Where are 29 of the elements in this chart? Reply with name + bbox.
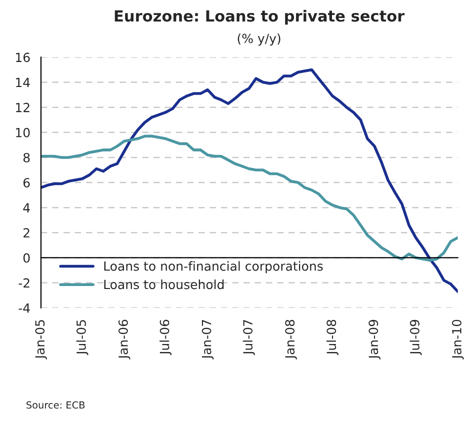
y-tick-label: 6	[23, 178, 30, 188]
legend-label: Loans to non-financial corporations	[104, 261, 323, 274]
legend-label: Loans to household	[104, 280, 224, 290]
x-tick-label: Jan-06	[118, 320, 130, 360]
line-series	[40, 68, 458, 293]
chart-subtitle: (% y/y)	[238, 34, 280, 46]
y-tick-label: 4	[23, 203, 30, 212]
y-tick-label: 12	[16, 102, 30, 112]
x-tick-label: Jan-08	[285, 320, 297, 360]
x-tick-label: Jul-07	[242, 320, 255, 356]
y-tick-label: -4	[18, 304, 30, 313]
source-note: Source: ECB	[26, 401, 85, 409]
y-tick-label: 14	[16, 78, 30, 88]
chart-title: Eurozone: Loans to private sector	[114, 10, 405, 25]
x-tick-label: Jan-05	[35, 320, 47, 360]
x-tick-label: Jul-09	[410, 320, 422, 356]
y-tick-label: 0	[23, 253, 30, 263]
y-tick-label: 16	[16, 52, 30, 62]
x-tick-label: Jul-06	[160, 320, 172, 356]
x-tick-label: Jan-10	[452, 320, 464, 360]
x-tick-label: Jul-08	[326, 320, 338, 356]
line-series	[40, 134, 458, 262]
y-tick-label: 10	[16, 128, 30, 138]
y-tick-label: 8	[23, 152, 30, 162]
x-tick-label: Jul-05	[76, 320, 88, 356]
x-tick-label: Jan-07	[202, 320, 214, 360]
y-tick-label: -2	[18, 278, 30, 288]
y-tick-label: 2	[24, 228, 30, 238]
x-tick-label: Jan-09	[368, 320, 380, 360]
